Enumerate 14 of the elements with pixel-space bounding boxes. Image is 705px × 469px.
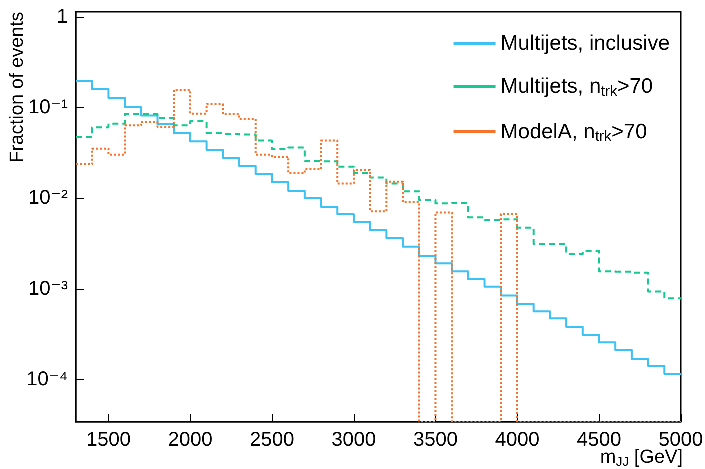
legend-label: Multijets, inclusive <box>500 32 670 55</box>
x-tick-label: 2500 <box>250 429 294 451</box>
y-tick-label: 10⁻¹ <box>28 96 68 118</box>
x-tick-label: 3000 <box>332 429 376 451</box>
x-tick-label: 3500 <box>413 429 458 451</box>
y-tick-label: 10⁻³ <box>28 278 68 300</box>
y-tick-label: 10⁻² <box>28 187 68 210</box>
x-tick-label: 4500 <box>576 429 622 451</box>
y-axis-title: Fraction of events <box>7 12 28 164</box>
y-tick-label: 10⁻⁴ <box>26 368 68 391</box>
x-tick-label: 1500 <box>86 429 131 451</box>
x-tick-label: 4000 <box>495 429 540 451</box>
x-tick-label: 2000 <box>168 429 213 451</box>
y-tick-label: 1 <box>56 6 68 28</box>
